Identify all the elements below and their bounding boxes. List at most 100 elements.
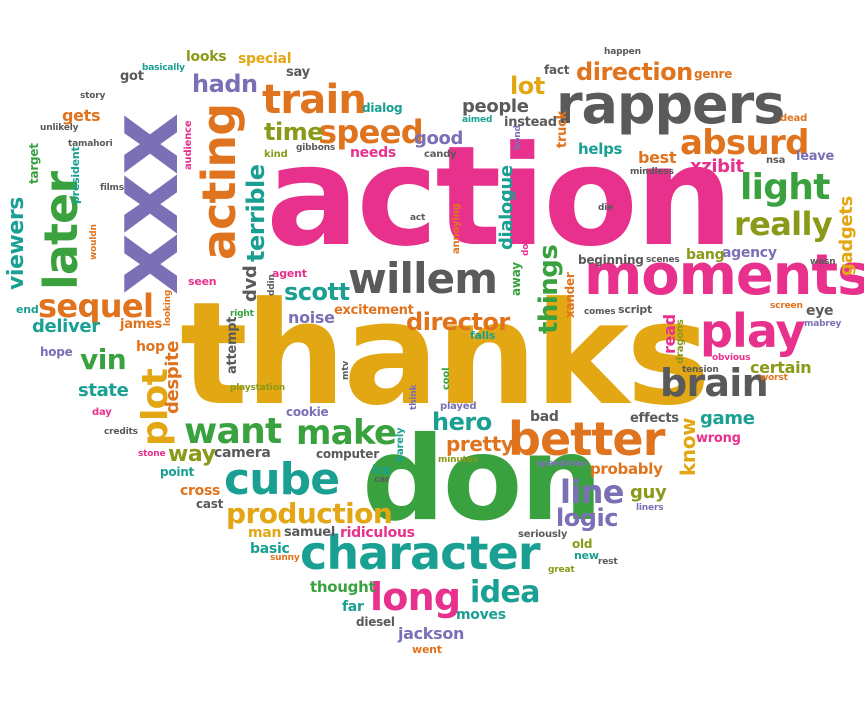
- word-really: really: [734, 205, 833, 243]
- word-moves: moves: [456, 607, 506, 623]
- word-long: long: [370, 575, 461, 619]
- word-mtv: mtv: [341, 360, 351, 380]
- word-brain: brain: [660, 361, 769, 405]
- word-looking: looking: [163, 289, 173, 326]
- word-dialog: dialog: [362, 101, 403, 115]
- word-line: line: [560, 473, 625, 511]
- word-bad: bad: [530, 409, 559, 425]
- word-dvd: dvd: [240, 265, 261, 302]
- word-thanks: thanks: [180, 272, 711, 437]
- word-make: make: [296, 413, 397, 453]
- word-falls: falls: [470, 329, 496, 342]
- word-helps: helps: [578, 140, 623, 158]
- word-james: james: [120, 317, 163, 332]
- word-needs: needs: [350, 145, 396, 161]
- word-barely: barely: [395, 427, 406, 462]
- word-dead: dead: [780, 113, 808, 124]
- word-fact: fact: [544, 63, 570, 77]
- word-tamahori: tamahori: [68, 139, 113, 149]
- word-instead: instead: [504, 115, 557, 130]
- word-logic: logic: [556, 504, 618, 532]
- word-annoying: annoying: [451, 203, 462, 254]
- word-don: don: [362, 412, 603, 547]
- word-character: character: [300, 526, 541, 580]
- word-scott: scott: [284, 278, 350, 306]
- word-die: die: [598, 203, 614, 213]
- word-diesel: diesel: [356, 615, 395, 629]
- word-ddin: ddin: [267, 274, 277, 296]
- word-day: day: [92, 407, 112, 418]
- word-story: story: [80, 91, 106, 101]
- word-viewers: viewers: [4, 197, 29, 290]
- word-sunny: sunny: [270, 553, 300, 563]
- word-probably: probably: [590, 460, 663, 478]
- word-wouldn: wouldn: [89, 224, 99, 260]
- word-game: game: [700, 408, 755, 429]
- word-cast: cast: [196, 497, 224, 511]
- word-beginning: beginning: [578, 253, 644, 267]
- word-stone: stone: [138, 449, 166, 459]
- word-tension: tension: [682, 365, 719, 375]
- word-gets: gets: [62, 106, 101, 125]
- word-good: good: [414, 128, 464, 149]
- word-man: man: [248, 525, 282, 541]
- word-sequel: sequel: [38, 287, 154, 325]
- word-agency: agency: [722, 245, 777, 261]
- word-deliver: deliver: [32, 316, 100, 337]
- word-dragons: dragons: [675, 319, 686, 364]
- word-idea: idea: [470, 575, 541, 610]
- word-best: best: [638, 148, 677, 167]
- word-light: light: [740, 167, 830, 208]
- word-excitement: excitement: [334, 303, 414, 318]
- word-ice: ice: [372, 463, 391, 477]
- word-comes: comes: [584, 307, 616, 317]
- word-wrong: wrong: [696, 431, 741, 446]
- word-audience: audience: [183, 120, 194, 170]
- word-dialogue: dialogue: [496, 165, 517, 250]
- word-time: time: [264, 118, 324, 146]
- word-attempt: attempt: [225, 316, 240, 374]
- word-ridiculous: ridiculous: [340, 525, 415, 541]
- word-guy: guy: [630, 482, 667, 503]
- word-absurd: absurd: [680, 123, 809, 163]
- word-rappers: rappers: [556, 73, 785, 136]
- word-xzibit: xzibit: [690, 156, 744, 177]
- word-speedman: speedman: [536, 459, 587, 469]
- word-kind: kind: [264, 149, 288, 160]
- word-point: point: [160, 465, 195, 479]
- word-truck: truck: [555, 111, 570, 148]
- word-play: play: [700, 304, 806, 358]
- word-terrible: terrible: [242, 164, 270, 263]
- word-cookie: cookie: [286, 405, 329, 419]
- word-played: played: [440, 401, 477, 412]
- word-seen: seen: [188, 275, 217, 288]
- word-credits: credits: [104, 427, 138, 437]
- word-noise: noise: [288, 308, 335, 327]
- word-got: got: [120, 69, 144, 84]
- word-people: people: [462, 96, 529, 117]
- word-old: old: [572, 537, 593, 551]
- word-genre: genre: [694, 67, 733, 81]
- word-end: end: [16, 303, 39, 316]
- word-jackson: jackson: [398, 624, 465, 643]
- word-cool: cool: [441, 367, 452, 390]
- word-speed: speed: [318, 113, 424, 151]
- word-wasn: wasn: [810, 257, 836, 267]
- word-better: better: [508, 412, 665, 466]
- word-agent: agent: [272, 267, 307, 280]
- word-obvious: obvious: [712, 353, 751, 363]
- word-moments: moments: [584, 243, 864, 308]
- word-lot: lot: [510, 72, 545, 100]
- word-far: far: [342, 599, 364, 615]
- word-seriously: seriously: [518, 529, 568, 540]
- word-cross: cross: [180, 483, 221, 499]
- word-cube: cube: [224, 454, 340, 505]
- word-car: car: [374, 475, 390, 485]
- word-act: act: [410, 213, 426, 223]
- word-thought: thought: [310, 578, 376, 596]
- word-liners: liners: [636, 503, 664, 513]
- word-samuel: samuel: [284, 525, 336, 540]
- word-screen: screen: [770, 301, 803, 311]
- word-basically: basically: [142, 63, 185, 73]
- word-things: things: [534, 244, 564, 334]
